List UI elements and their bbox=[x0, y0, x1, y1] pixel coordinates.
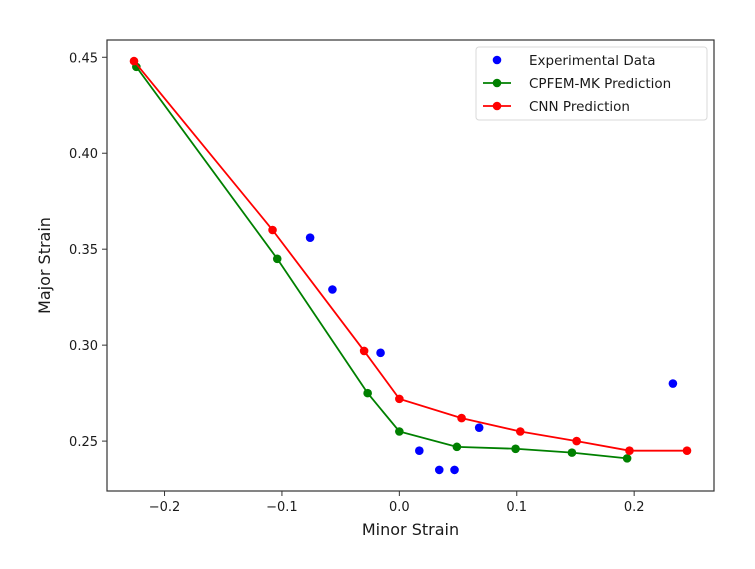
data-point bbox=[572, 436, 581, 446]
legend-marker-icon bbox=[492, 101, 502, 111]
data-point bbox=[129, 56, 139, 66]
legend-entry: CNN Prediction bbox=[483, 99, 630, 115]
data-point bbox=[272, 254, 282, 264]
data-point bbox=[515, 427, 525, 436]
data-point bbox=[415, 446, 424, 455]
x-tick-label: −0.1 bbox=[266, 500, 298, 515]
legend-marker-icon bbox=[492, 78, 502, 88]
data-point bbox=[363, 388, 372, 398]
x-axis: −0.2 −0.1 0.0 0.1 0.2 bbox=[149, 491, 645, 515]
data-point bbox=[268, 225, 277, 235]
legend-box bbox=[475, 46, 708, 121]
data-point bbox=[395, 427, 404, 436]
data-point bbox=[452, 442, 462, 452]
data-point bbox=[328, 285, 337, 294]
legend-label: CPFEM-MK Prediction bbox=[529, 76, 671, 92]
y-tick-label: 0.30 bbox=[69, 339, 98, 354]
legend-label: CNN Prediction bbox=[529, 99, 630, 115]
data-point bbox=[395, 394, 404, 404]
legend: Experimental Data CPFEM-MK Prediction CNN … bbox=[475, 46, 708, 121]
x-tick-label: 0.2 bbox=[624, 500, 645, 515]
y-axis: 0.25 0.30 0.35 0.40 0.45 bbox=[69, 51, 107, 450]
data-point bbox=[474, 423, 484, 432]
x-axis-label: Minor Strain bbox=[362, 520, 459, 539]
series-cpfem-mk-prediction bbox=[132, 62, 632, 463]
data-point bbox=[625, 446, 634, 455]
data-point bbox=[622, 454, 632, 463]
legend-label: Experimental Data bbox=[529, 53, 656, 69]
plot-area bbox=[129, 56, 692, 475]
legend-marker-icon bbox=[492, 55, 502, 65]
series-experimental-data bbox=[305, 233, 678, 475]
y-axis-label: Major Strain bbox=[35, 217, 54, 314]
x-tick-label: 0.1 bbox=[506, 500, 527, 515]
data-point bbox=[668, 379, 678, 388]
data-point bbox=[305, 233, 315, 242]
series-line bbox=[135, 66, 628, 460]
y-tick-label: 0.40 bbox=[69, 147, 98, 162]
data-point bbox=[682, 446, 692, 455]
data-point bbox=[376, 348, 385, 358]
data-point bbox=[457, 413, 466, 423]
series-cnn-prediction bbox=[129, 56, 692, 455]
y-tick-label: 0.25 bbox=[69, 435, 98, 450]
legend-entry: Experimental Data bbox=[492, 53, 656, 69]
x-tick-label: −0.2 bbox=[149, 500, 181, 515]
data-point bbox=[434, 465, 444, 475]
data-point bbox=[359, 346, 369, 356]
legend-entry: CPFEM-MK Prediction bbox=[483, 76, 671, 92]
y-tick-label: 0.45 bbox=[69, 51, 98, 66]
data-point bbox=[450, 465, 459, 475]
axes-frame bbox=[106, 39, 715, 492]
data-point bbox=[567, 448, 577, 457]
x-tick-label: 0.0 bbox=[389, 500, 410, 515]
data-point bbox=[511, 444, 520, 454]
y-tick-label: 0.35 bbox=[69, 243, 98, 258]
